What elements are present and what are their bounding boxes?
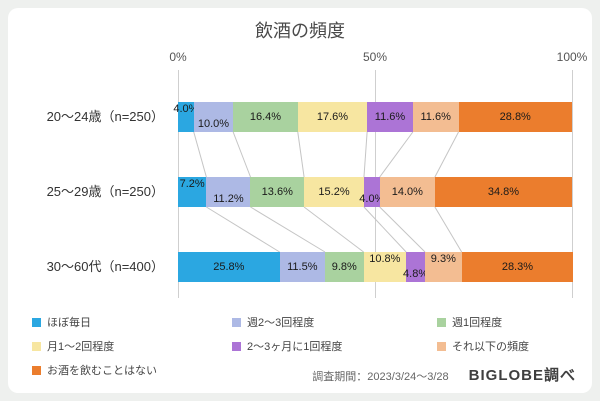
legend-item: 週1回程度 — [437, 314, 592, 330]
bar-segment — [379, 177, 435, 207]
bar-segment — [233, 102, 298, 132]
bar-value-label: 4.8% — [403, 268, 429, 280]
bar-segment — [250, 177, 305, 207]
biglobe-credit: BIGLOBE調べ — [468, 367, 576, 384]
bar-value-label: 16.4% — [249, 111, 282, 123]
bar-value-label: 7.2% — [179, 178, 205, 190]
bar-segment — [412, 102, 459, 132]
bar-segment — [206, 177, 251, 207]
bar-row: 7.2% 11.2% 13.6% 15.2% 4.0% 14.0% 34.8% — [178, 177, 572, 207]
bar-value-label: 9.8% — [331, 261, 357, 273]
gridline-100 — [572, 70, 573, 298]
category-label: 25〜29歳（n=250） — [46, 184, 164, 199]
x-tick-0: 0% — [169, 50, 187, 64]
category-label: 20〜24歳（n=250） — [46, 109, 164, 124]
bar-value-label: 9.3% — [430, 253, 456, 265]
legend-item: それ以下の頻度 — [437, 338, 592, 354]
x-axis: 0% 50% 100% — [169, 48, 587, 70]
bar-segment — [367, 102, 413, 132]
bar-value-label: 10.0% — [197, 118, 230, 130]
legend-swatch — [437, 341, 446, 351]
bar-value-label: 25.8% — [213, 261, 245, 273]
bar-segment — [178, 177, 207, 207]
x-tick-50: 50% — [362, 50, 388, 64]
footer: 調査期間：2023/3/24〜3/28 BIGLOBE調べ — [312, 364, 576, 385]
legend-swatch — [437, 317, 446, 327]
legend-label: 月1〜2回程度 — [47, 341, 115, 353]
category-labels: 20〜24歳（n=250） 25〜29歳（n=250） 30〜60代（n=400） — [8, 48, 178, 298]
bar-segment — [297, 102, 368, 132]
legend-item: 月1〜2回程度 — [32, 338, 232, 354]
plot-column: 0% 50% 100% 4.0% 10.0% 16.4% 17.6% 11.6% 11.6… — [169, 48, 587, 298]
legend-item: 週2〜3回程度 — [232, 314, 437, 330]
plot-area: 4.0% 10.0% 16.4% 17.6% 11.6% 11.6% 28.8% 7.2% 11… — [173, 70, 574, 298]
bar-value-label: 11.6% — [420, 111, 451, 123]
bar-value-label: 11.2% — [213, 193, 244, 205]
bar-segment — [461, 252, 574, 282]
bar-value-label: 10.8% — [369, 253, 401, 265]
legend-swatch — [232, 341, 241, 351]
survey-period: 調査期間：2023/3/24〜3/28 — [312, 371, 449, 383]
bar-segment — [363, 252, 407, 282]
bar-value-label: 13.6% — [261, 186, 293, 198]
legend-label: ほぼ毎日 — [47, 317, 91, 329]
chart-card: 飲酒の頻度 20〜24歳（n=250） 25〜29歳（n=250） 30〜60代（n… — [8, 8, 592, 393]
bar-value-label: 28.8% — [499, 111, 531, 123]
legend: ほぼ毎日 週2〜3回程度 週1回程度 月1〜2回程度 2〜3ヶ月に1回程度 それ… — [32, 314, 592, 378]
bar-segment — [406, 252, 426, 282]
bar-segment — [324, 252, 364, 282]
bar-segment — [304, 177, 364, 207]
chart-title: 飲酒の頻度 — [255, 21, 345, 41]
legend-item: ほぼ毎日 — [32, 314, 232, 330]
bar-segment — [425, 252, 462, 282]
legend-swatch — [32, 341, 41, 351]
category-label: 30〜60代（n=400） — [46, 259, 164, 274]
legend-label: お酒を飲むことはない — [47, 365, 157, 377]
bar-value-label: 4.0% — [173, 103, 199, 115]
legend-label: 2〜3ヶ月に1回程度 — [247, 341, 343, 353]
bar-segment — [363, 177, 380, 207]
bar-segment — [458, 102, 572, 132]
bar-segment — [178, 252, 280, 282]
legend-label: 週1回程度 — [452, 317, 503, 329]
bar-value-label: 4.0% — [359, 193, 385, 205]
bar-value-label: 34.8% — [487, 186, 520, 198]
bar-segment — [279, 252, 325, 282]
bar-value-label: 11.5% — [287, 261, 318, 273]
legend-item: お酒を飲むことはない — [32, 362, 232, 378]
legend-label: 週2〜3回程度 — [247, 317, 315, 329]
chart: 20〜24歳（n=250） 25〜29歳（n=250） 30〜60代（n=400） … — [8, 48, 587, 298]
legend-swatch — [32, 365, 41, 375]
bar-value-label: 28.3% — [501, 261, 534, 273]
legend-label: それ以下の頻度 — [452, 341, 529, 353]
bar-row: 4.0% 10.0% 16.4% 17.6% 11.6% 11.6% 28.8% — [173, 102, 572, 132]
bar-value-label: 14.0% — [391, 186, 423, 198]
bar-value-label: 15.2% — [318, 186, 350, 198]
series-connector-lines — [193, 131, 463, 253]
legend-item: 2〜3ヶ月に1回程度 — [232, 338, 437, 354]
bar-row: 25.8% 11.5% 9.8% 10.8% 4.8% 9.3% 28.3% — [178, 252, 574, 282]
bar-value-label: 11.6% — [374, 111, 406, 123]
x-tick-100: 100% — [556, 50, 588, 64]
bar-segment — [178, 102, 194, 132]
bar-segment — [193, 102, 234, 132]
bar-segment — [434, 177, 572, 207]
legend-swatch — [32, 317, 41, 327]
legend-swatch — [232, 317, 241, 327]
bar-value-label: 17.6% — [316, 111, 349, 123]
